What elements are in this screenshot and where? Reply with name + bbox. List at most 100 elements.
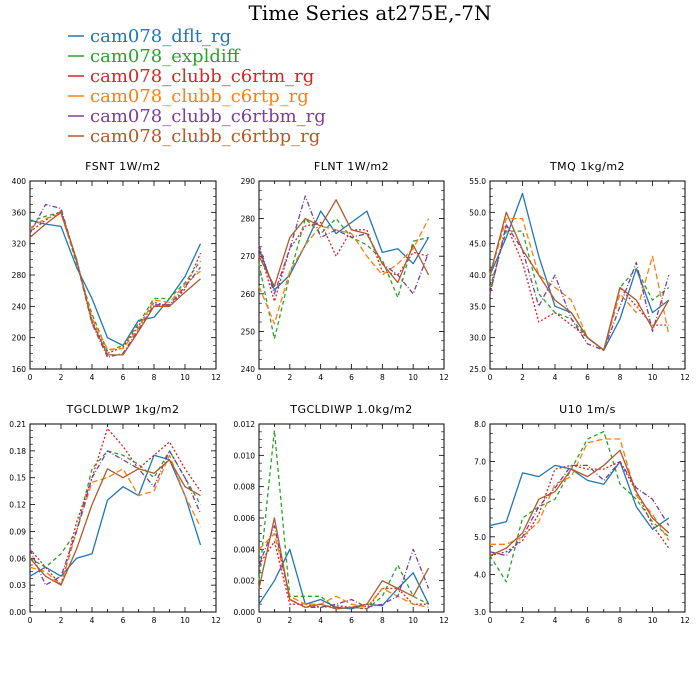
x-tick-label: 4 bbox=[553, 373, 558, 382]
legend-entry: cam078_expldiff bbox=[68, 46, 241, 67]
series-line bbox=[29, 427, 202, 586]
chart-panel: TGCLDLWP 1kg/m2 0 2 4 6 8 10 12 0.00 0.03 0.06 0.09… bbox=[9, 403, 221, 625]
x-tick-label: 6 bbox=[121, 616, 126, 625]
x-tick-label: 2 bbox=[287, 373, 292, 382]
y-tick-label: 320 bbox=[12, 240, 27, 249]
series-line bbox=[258, 199, 430, 287]
series-line bbox=[29, 219, 202, 347]
chart-panel: U10 1m/s 0 2 4 6 8 10 12 3.0 4.0 5.0 6.0 7.0 8.0 bbox=[474, 403, 690, 625]
x-tick-label: 4 bbox=[318, 616, 323, 625]
series-line bbox=[258, 540, 429, 610]
y-tick-label: 240 bbox=[241, 365, 256, 374]
x-tick-label: 4 bbox=[318, 373, 323, 382]
series-line bbox=[258, 217, 429, 340]
series-line bbox=[258, 221, 429, 302]
y-tick-label: 0.004 bbox=[234, 545, 256, 554]
y-tick-label: 400 bbox=[12, 177, 27, 186]
x-tick-label: 8 bbox=[152, 616, 157, 625]
series-line bbox=[489, 211, 670, 351]
x-tick-label: 10 bbox=[408, 373, 418, 382]
y-tick-label: 260 bbox=[241, 290, 256, 299]
x-tick-label: 8 bbox=[380, 373, 385, 382]
legend-label: cam078_expldiff bbox=[90, 46, 241, 67]
series-line bbox=[29, 450, 202, 568]
legend-label: cam078_clubb_c6rtbp_rg bbox=[90, 126, 320, 147]
panel-title: TGCLDIWP 1.0kg/m2 bbox=[289, 403, 413, 416]
y-tick-label: 270 bbox=[241, 252, 256, 261]
y-tick-label: 280 bbox=[241, 215, 256, 224]
x-tick-label: 8 bbox=[618, 373, 623, 382]
y-tick-label: 0.21 bbox=[9, 420, 26, 429]
chart-panel: FLNT 1W/m2 0 2 4 6 8 10 12 240 250 260 270 280 290 bbox=[241, 160, 449, 382]
y-tick-label: 0.002 bbox=[234, 577, 256, 586]
legend-entry: cam078_dflt_rg bbox=[68, 26, 231, 47]
panel-title: U10 1m/s bbox=[559, 403, 616, 416]
x-tick-label: 2 bbox=[287, 616, 292, 625]
y-tick-label: 3.0 bbox=[474, 608, 486, 617]
y-tick-label: 8.0 bbox=[474, 420, 486, 429]
x-tick-label: 0 bbox=[257, 616, 262, 625]
series-line bbox=[489, 460, 670, 530]
y-tick-label: 250 bbox=[241, 327, 256, 336]
panel-title: FLNT 1W/m2 bbox=[314, 160, 389, 173]
y-tick-label: 0.06 bbox=[9, 554, 26, 563]
y-tick-label: 200 bbox=[12, 334, 27, 343]
x-tick-label: 4 bbox=[90, 373, 95, 382]
series-line bbox=[489, 460, 670, 557]
x-tick-label: 10 bbox=[648, 373, 658, 382]
y-tick-label: 40.0 bbox=[469, 271, 486, 280]
x-tick-label: 12 bbox=[211, 373, 221, 382]
x-tick-label: 12 bbox=[439, 616, 449, 625]
series-line bbox=[258, 218, 430, 325]
panel-title: FSNT 1W/m2 bbox=[85, 160, 161, 173]
x-tick-label: 6 bbox=[585, 373, 590, 382]
series-line bbox=[490, 438, 670, 545]
y-tick-label: 0.12 bbox=[9, 501, 26, 510]
legend-entry: cam078_clubb_c6rtp_rg bbox=[68, 86, 309, 107]
y-tick-label: 0.000 bbox=[234, 608, 256, 617]
y-tick-label: 35.0 bbox=[469, 302, 486, 311]
legend-entry: cam078_clubb_c6rtbp_rg bbox=[68, 126, 320, 147]
x-tick-label: 12 bbox=[680, 616, 690, 625]
y-tick-label: 50.0 bbox=[469, 208, 486, 217]
x-tick-label: 6 bbox=[349, 616, 354, 625]
x-tick-label: 10 bbox=[408, 616, 418, 625]
x-tick-label: 12 bbox=[680, 373, 690, 382]
y-tick-label: 45.0 bbox=[469, 240, 486, 249]
x-tick-label: 6 bbox=[349, 373, 354, 382]
x-tick-label: 0 bbox=[488, 373, 493, 382]
x-tick-label: 2 bbox=[520, 616, 525, 625]
chart-panel: TGCLDIWP 1.0kg/m2 0 2 4 6 8 10 12 0.000 0.002 0.00… bbox=[234, 403, 449, 625]
x-tick-label: 0 bbox=[28, 373, 33, 382]
series-line bbox=[29, 210, 202, 354]
series-line bbox=[29, 454, 202, 577]
x-tick-label: 0 bbox=[257, 373, 262, 382]
series-line bbox=[258, 517, 430, 610]
x-tick-label: 4 bbox=[553, 616, 558, 625]
x-tick-label: 10 bbox=[180, 373, 190, 382]
chart-panel: FSNT 1W/m2 0 2 4 6 8 10 12 160 200 240 280 320 360 400 bbox=[12, 160, 221, 382]
series-line bbox=[258, 429, 429, 610]
y-tick-label: 0.03 bbox=[9, 581, 26, 590]
series-line bbox=[29, 211, 202, 352]
y-tick-label: 290 bbox=[241, 177, 256, 186]
series-line bbox=[29, 454, 202, 586]
x-tick-label: 2 bbox=[59, 373, 64, 382]
series-line bbox=[489, 224, 670, 351]
y-tick-label: 240 bbox=[12, 302, 27, 311]
y-tick-label: 0.006 bbox=[234, 514, 256, 523]
series-line bbox=[258, 195, 430, 295]
legend-entry: cam078_clubb_c6rtbm_rg bbox=[68, 106, 326, 127]
series-line bbox=[489, 460, 670, 557]
legend-label: cam078_clubb_c6rtbm_rg bbox=[90, 106, 326, 127]
series-line bbox=[29, 450, 202, 586]
x-tick-label: 0 bbox=[488, 616, 493, 625]
y-tick-label: 7.0 bbox=[474, 458, 486, 467]
y-tick-label: 5.0 bbox=[474, 533, 486, 542]
series-line bbox=[489, 224, 669, 351]
y-tick-label: 360 bbox=[12, 208, 27, 217]
x-tick-label: 10 bbox=[648, 616, 658, 625]
y-tick-label: 280 bbox=[12, 271, 27, 280]
x-tick-label: 4 bbox=[90, 616, 95, 625]
